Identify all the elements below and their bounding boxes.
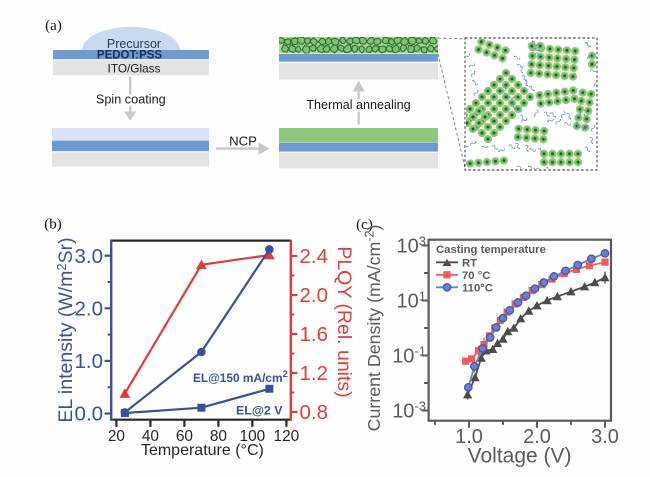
svg-text:Precursor: Precursor: [107, 37, 161, 51]
svg-text:100: 100: [240, 428, 266, 445]
svg-text:0.0: 0.0: [75, 403, 104, 426]
svg-text:Spin coating: Spin coating: [96, 93, 166, 107]
svg-text:(a): (a): [45, 18, 62, 34]
svg-text:Voltage (V): Voltage (V): [468, 445, 572, 468]
svg-text:2.4: 2.4: [300, 245, 329, 268]
svg-text:10-1: 10-1: [392, 344, 426, 368]
svg-text:0.8: 0.8: [300, 401, 329, 424]
svg-text:1.0: 1.0: [455, 426, 483, 448]
svg-text:1.2: 1.2: [300, 362, 329, 385]
svg-text:2.0: 2.0: [300, 284, 329, 307]
svg-text:10-3: 10-3: [392, 399, 426, 423]
svg-text:1.0: 1.0: [75, 350, 104, 373]
svg-text:Thermal annealing: Thermal annealing: [306, 98, 410, 112]
svg-text:20: 20: [108, 428, 125, 445]
svg-text:1.6: 1.6: [300, 323, 329, 346]
svg-text:PLQY (Rel. units): PLQY (Rel. units): [333, 246, 355, 397]
svg-text:EL@2 V: EL@2 V: [236, 404, 283, 418]
svg-text:PEDOT:PSS: PEDOT:PSS: [97, 50, 163, 62]
svg-text:3.0: 3.0: [75, 245, 104, 268]
svg-text:(c): (c): [356, 217, 373, 233]
svg-text:Temperature (°C): Temperature (°C): [141, 442, 264, 459]
svg-text:ITO/Glass: ITO/Glass: [108, 62, 161, 76]
svg-text:101: 101: [397, 289, 426, 313]
svg-text:(b): (b): [44, 217, 62, 233]
svg-text:Current Density (mA/cm-2): Current Density (mA/cm-2): [363, 225, 385, 432]
svg-text:RT: RT: [462, 257, 477, 269]
svg-text:NCP: NCP: [229, 133, 257, 148]
svg-text:110°C: 110°C: [462, 282, 493, 294]
svg-text:103: 103: [397, 234, 426, 258]
svg-text:70 °C: 70 °C: [462, 270, 490, 282]
svg-text:2.0: 2.0: [75, 298, 104, 321]
svg-text:120: 120: [274, 428, 300, 445]
svg-text:60: 60: [176, 428, 193, 445]
svg-text:80: 80: [210, 428, 227, 445]
svg-text:EL@150 mA/cm2: EL@150 mA/cm2: [193, 369, 288, 385]
svg-text:40: 40: [142, 428, 159, 445]
svg-text:2.0: 2.0: [523, 426, 551, 448]
svg-text:3.0: 3.0: [591, 426, 619, 448]
svg-text:EL intensity (W/m2Sr): EL intensity (W/m2Sr): [54, 237, 77, 422]
svg-text:Casting temperature: Casting temperature: [436, 244, 546, 256]
